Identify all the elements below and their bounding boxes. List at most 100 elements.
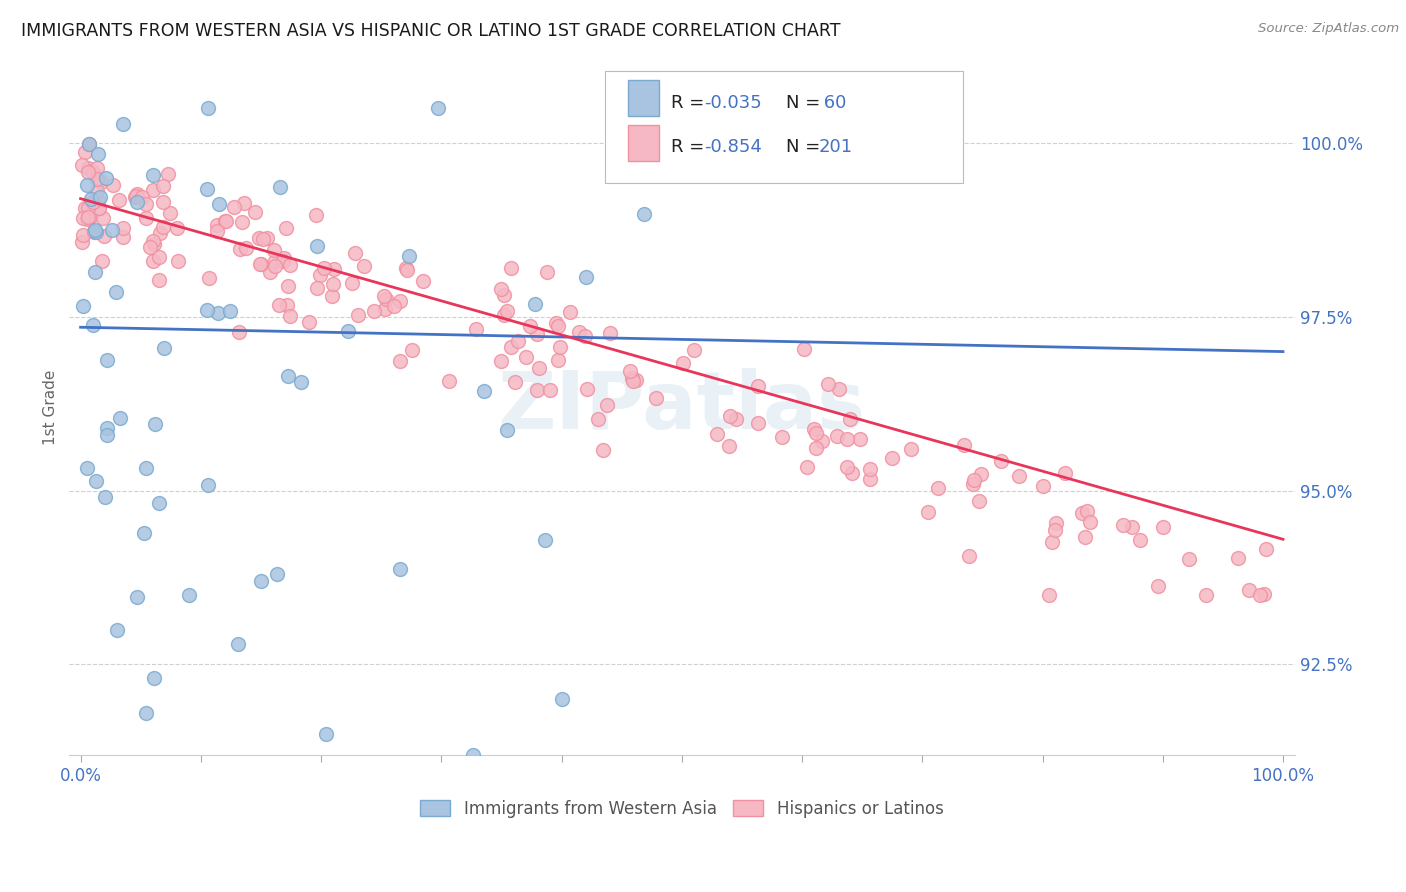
Point	[1112, 518, 1135, 533]
Point	[621, 370, 644, 384]
Point	[226, 636, 249, 650]
Point	[195, 182, 218, 196]
Point	[835, 432, 858, 446]
Point	[277, 369, 299, 384]
Point	[1152, 520, 1174, 534]
Point	[143, 237, 166, 252]
Point	[132, 525, 155, 540]
Point	[259, 265, 281, 279]
Text: -0.035: -0.035	[704, 94, 762, 112]
Point	[70, 158, 93, 172]
Point	[1073, 530, 1095, 544]
Point	[77, 201, 100, 215]
Point	[276, 298, 298, 312]
Point	[224, 200, 246, 214]
Point	[152, 178, 174, 193]
Point	[127, 194, 149, 209]
Point	[538, 383, 561, 397]
Point	[96, 353, 118, 368]
Point	[256, 231, 278, 245]
Point	[87, 146, 110, 161]
Point	[143, 417, 166, 431]
Point	[101, 178, 124, 192]
Point	[142, 183, 165, 197]
Point	[1195, 588, 1218, 602]
Point	[706, 427, 728, 442]
Point	[90, 175, 112, 189]
Point	[82, 318, 104, 333]
Point	[1038, 588, 1060, 602]
Point	[207, 305, 229, 319]
Point	[83, 224, 105, 238]
Text: R =: R =	[671, 138, 710, 156]
Point	[437, 375, 460, 389]
Point	[551, 692, 574, 706]
Point	[83, 223, 105, 237]
Point	[104, 285, 127, 299]
Point	[135, 706, 157, 720]
Text: N =: N =	[786, 94, 825, 112]
Point	[492, 308, 515, 322]
Point	[575, 269, 598, 284]
Point	[1032, 479, 1054, 493]
Point	[105, 623, 128, 637]
Point	[179, 588, 201, 602]
Point	[353, 260, 375, 274]
Point	[87, 202, 110, 216]
Point	[395, 263, 418, 277]
Text: -0.854: -0.854	[704, 138, 762, 156]
Point	[394, 260, 416, 275]
Point	[560, 305, 582, 319]
Point	[76, 161, 98, 176]
Point	[80, 196, 103, 211]
Point	[401, 343, 423, 357]
Point	[80, 164, 103, 178]
Point	[586, 411, 609, 425]
Point	[278, 258, 301, 272]
Point	[87, 173, 110, 187]
Point	[1121, 520, 1143, 534]
Point	[426, 101, 449, 115]
Point	[157, 167, 180, 181]
Point	[465, 322, 488, 336]
Point	[645, 391, 668, 405]
Point	[277, 278, 299, 293]
Point	[72, 235, 94, 250]
Point	[503, 375, 526, 389]
Point	[249, 257, 271, 271]
Point	[346, 308, 368, 322]
Point	[963, 473, 986, 487]
Point	[72, 228, 94, 243]
Point	[76, 211, 98, 226]
Point	[1043, 523, 1066, 537]
Point	[207, 223, 229, 237]
Point	[496, 304, 519, 318]
Point	[1071, 506, 1094, 520]
Point	[489, 353, 512, 368]
Point	[86, 474, 108, 488]
Point	[269, 179, 291, 194]
Point	[793, 343, 815, 357]
Point	[718, 439, 741, 453]
Point	[94, 170, 117, 185]
Point	[101, 223, 124, 237]
Point	[575, 382, 598, 396]
Point	[388, 562, 411, 576]
Point	[1129, 533, 1152, 548]
Text: 60: 60	[818, 94, 846, 112]
Point	[621, 375, 644, 389]
Point	[967, 493, 990, 508]
Point	[495, 423, 517, 437]
Text: R =: R =	[671, 94, 710, 112]
Point	[568, 325, 591, 339]
Point	[83, 167, 105, 181]
Point	[86, 172, 108, 186]
Point	[489, 282, 512, 296]
Point	[77, 136, 100, 151]
Point	[108, 410, 131, 425]
Point	[266, 567, 288, 582]
Point	[135, 211, 157, 225]
Point	[841, 466, 863, 480]
Point	[321, 288, 343, 302]
Point	[90, 253, 112, 268]
